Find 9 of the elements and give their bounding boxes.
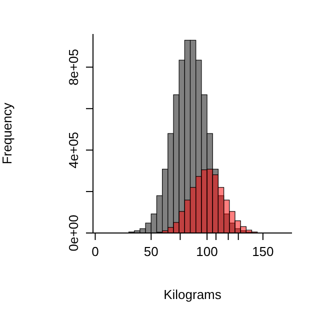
x-tick-label: 100 [196, 244, 218, 259]
x-tick-label: 0 [92, 244, 99, 259]
y-axis-title: Frequency [0, 102, 15, 164]
y-tick-label: 4e+05 [66, 132, 81, 168]
y-tick-label: 0e+00 [66, 214, 81, 252]
x-tick-label: 150 [252, 244, 274, 259]
x-axis-title: Kilograms [164, 287, 222, 302]
x-tick-label: 50 [144, 244, 158, 259]
y-tick-label: 8e+05 [66, 48, 81, 86]
